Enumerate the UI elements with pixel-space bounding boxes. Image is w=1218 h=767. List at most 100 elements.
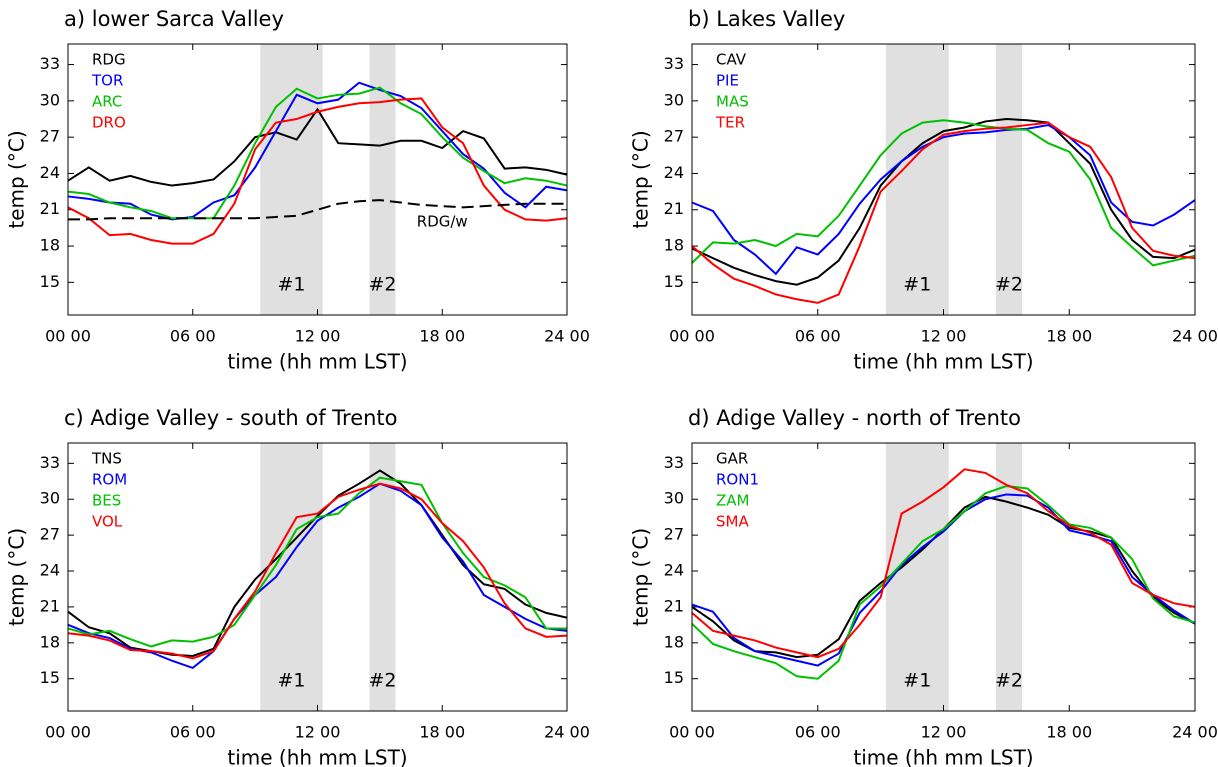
x-axis-label: time (hh mm LST) [227, 350, 407, 374]
x-tick-label: 24 00 [544, 723, 590, 742]
y-axis-label: temp (°C) [629, 528, 653, 626]
shaded-period [885, 443, 949, 711]
series-line [691, 493, 1196, 667]
series-line [691, 118, 1196, 286]
x-tick-label: 06 00 [795, 723, 841, 742]
legend-entry: CAV [716, 51, 747, 69]
series-label: RDG/w [417, 213, 468, 231]
series-line [67, 86, 568, 220]
plot-frame [691, 442, 1196, 712]
y-tick-label: 24 [40, 561, 60, 580]
series-line [67, 81, 568, 221]
y-tick-label: 18 [664, 236, 684, 255]
y-tick-label: 27 [40, 525, 60, 544]
y-tick-label: 27 [664, 127, 684, 146]
x-tick-label: 06 00 [170, 327, 216, 346]
y-tick-label: 21 [40, 596, 60, 615]
period-label: #2 [995, 670, 1023, 692]
legend-entry: BES [92, 492, 121, 510]
y-tick-label: 21 [664, 199, 684, 218]
x-tick-label: 12 00 [921, 327, 967, 346]
series-line [67, 476, 567, 648]
x-tick-label: 00 00 [669, 723, 715, 742]
period-label: #1 [278, 274, 306, 296]
y-tick-label: 15 [664, 668, 684, 687]
x-axis-label: time (hh mm LST) [853, 350, 1033, 374]
y-tick-label: 30 [664, 489, 684, 508]
legend-entry: VOL [92, 513, 123, 531]
x-tick-label: 12 00 [295, 327, 341, 346]
y-tick-label: 21 [664, 596, 684, 615]
y-tick-label: 33 [40, 453, 60, 472]
x-tick-label: 24 00 [1172, 327, 1218, 346]
y-tick-label: 18 [40, 236, 60, 255]
series-line [691, 121, 1196, 304]
plot-frame [691, 43, 1196, 316]
y-tick-label: 18 [664, 632, 684, 651]
legend-entry: TER [715, 114, 745, 132]
shaded-period [260, 44, 323, 315]
legend-entry: RDG [92, 51, 126, 69]
y-axis-label: temp (°C) [5, 130, 29, 228]
shaded-period [260, 443, 323, 711]
y-tick-label: 30 [664, 90, 684, 109]
chart-title: c) Adige Valley - south of Trento [64, 406, 398, 430]
period-label: #2 [995, 274, 1023, 296]
y-tick-label: 15 [40, 668, 60, 687]
shaded-period [885, 44, 949, 315]
series-line [691, 124, 1196, 276]
x-tick-label: 12 00 [921, 723, 967, 742]
x-tick-label: 00 00 [45, 327, 91, 346]
legend-entry: PIE [716, 72, 739, 90]
chart-title: b) Lakes Valley [688, 7, 845, 31]
period-label: #2 [368, 670, 396, 692]
y-tick-label: 33 [664, 453, 684, 472]
legend-entry: TNS [91, 450, 122, 468]
legend-entry: MAS [716, 93, 749, 111]
x-tick-label: 06 00 [795, 327, 841, 346]
y-tick-label: 21 [40, 199, 60, 218]
series-line [67, 97, 568, 245]
y-tick-label: 27 [40, 127, 60, 146]
x-tick-label: 18 00 [419, 327, 465, 346]
y-axis-label: temp (°C) [5, 528, 29, 626]
x-tick-label: 00 00 [45, 723, 91, 742]
y-tick-label: 18 [40, 632, 60, 651]
period-label: #1 [903, 274, 931, 296]
legend-entry: SMA [716, 513, 749, 531]
period-label: #2 [368, 274, 396, 296]
series-line [67, 107, 568, 187]
plot-frame [67, 442, 568, 712]
period-label: #1 [278, 670, 306, 692]
legend-entry: GAR [716, 450, 748, 468]
legend-entry: ZAM [716, 492, 749, 510]
y-tick-label: 15 [40, 272, 60, 291]
x-axis-label: time (hh mm LST) [227, 746, 407, 767]
legend-entry: ARC [92, 93, 122, 111]
x-tick-label: 24 00 [1172, 723, 1218, 742]
x-tick-label: 24 00 [544, 327, 590, 346]
x-tick-label: 18 00 [1046, 327, 1092, 346]
series-line [68, 199, 567, 221]
series-line [691, 468, 1196, 659]
legend-entry: RON1 [716, 471, 759, 489]
series-line [67, 482, 568, 660]
y-tick-label: 24 [40, 163, 60, 182]
shaded-period [995, 44, 1023, 315]
x-tick-label: 06 00 [170, 723, 216, 742]
legend-entry: TOR [91, 72, 123, 90]
chart-title: d) Adige Valley - north of Trento [688, 406, 1021, 430]
y-axis-label: temp (°C) [629, 130, 653, 228]
series-line [691, 485, 1196, 680]
y-tick-label: 24 [664, 163, 684, 182]
legend-entry: ROM [92, 471, 127, 489]
y-tick-label: 24 [664, 561, 684, 580]
y-tick-label: 27 [664, 525, 684, 544]
plot-frame [67, 43, 568, 316]
y-tick-label: 33 [664, 54, 684, 73]
x-tick-label: 18 00 [1046, 723, 1092, 742]
x-axis-label: time (hh mm LST) [853, 746, 1033, 767]
y-tick-label: 33 [40, 54, 60, 73]
y-tick-label: 30 [40, 489, 60, 508]
